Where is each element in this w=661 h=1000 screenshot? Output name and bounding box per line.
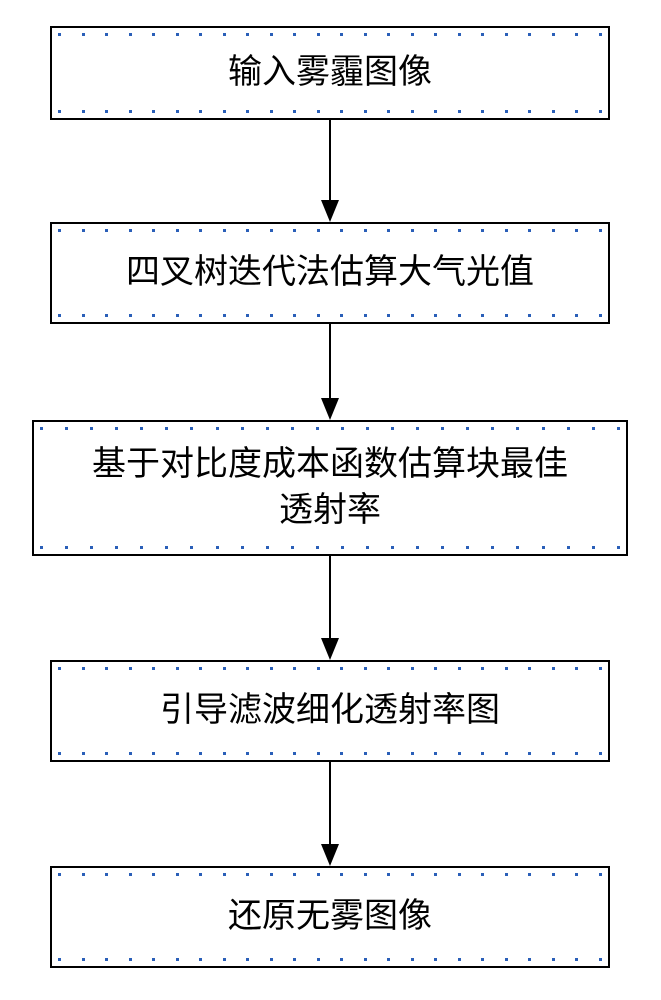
flow-node-label: 四叉树迭代法估算大气光值 — [126, 250, 534, 296]
flowchart: 输入雾霾图像四叉树迭代法估算大气光值基于对比度成本函数估算块最佳 透射率引导滤波… — [0, 0, 661, 1000]
flow-node-label: 还原无雾图像 — [228, 894, 432, 940]
flow-node-n2: 四叉树迭代法估算大气光值 — [50, 222, 610, 324]
flow-arrow-3 — [312, 556, 348, 660]
flow-node-label: 引导滤波细化透射率图 — [160, 688, 500, 734]
flow-node-n4: 引导滤波细化透射率图 — [50, 660, 610, 762]
flow-arrow-4 — [312, 762, 348, 866]
flow-arrow-1 — [312, 120, 348, 222]
flow-arrow-2 — [312, 324, 348, 420]
flow-node-n3: 基于对比度成本函数估算块最佳 透射率 — [32, 420, 628, 556]
flow-node-n1: 输入雾霾图像 — [50, 26, 610, 120]
flow-node-label: 基于对比度成本函数估算块最佳 透射率 — [92, 442, 568, 534]
flow-node-n5: 还原无雾图像 — [50, 866, 610, 968]
flow-node-label: 输入雾霾图像 — [228, 50, 432, 96]
